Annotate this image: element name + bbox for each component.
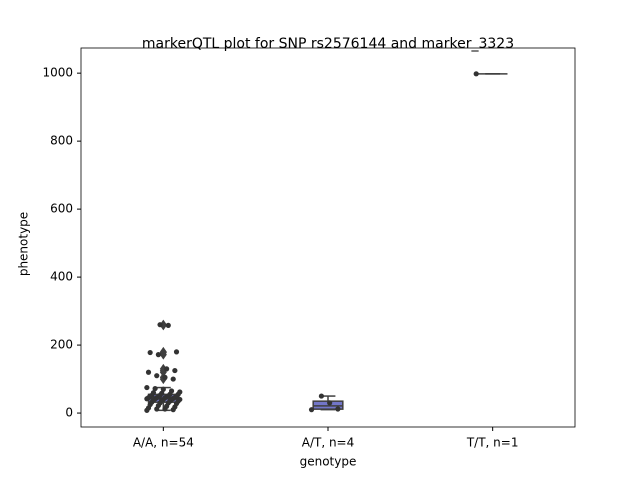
point: [147, 349, 153, 356]
y-tick-label: 0: [65, 406, 73, 420]
point: [164, 366, 170, 372]
flier: [159, 319, 167, 330]
point: [157, 322, 163, 328]
y-tick-label: 800: [50, 134, 73, 148]
point: [318, 393, 325, 399]
point: [170, 376, 176, 382]
point: [308, 407, 315, 413]
point: [155, 351, 161, 358]
point: [335, 406, 341, 412]
point: [150, 390, 157, 396]
point: [173, 349, 180, 355]
y-axis-label: phenotype: [17, 212, 31, 276]
point: [172, 367, 178, 374]
point: [327, 400, 333, 406]
plot-frame: [80, 47, 576, 428]
x-tick-label: A/A, n=54: [133, 436, 194, 450]
flier: [159, 346, 167, 357]
point: [160, 386, 166, 392]
y-tick-label: 200: [50, 338, 73, 352]
point: [154, 373, 160, 379]
point: [144, 384, 150, 391]
point: [159, 390, 165, 396]
y-tick-label: 1000: [42, 66, 73, 80]
point: [152, 385, 158, 392]
flier: [159, 363, 167, 374]
y-tick-label: 600: [50, 202, 73, 216]
point: [473, 71, 479, 77]
x-tick-label: T/T, n=1: [466, 436, 519, 450]
point: [165, 322, 171, 328]
point: [168, 388, 175, 394]
point: [177, 389, 183, 395]
y-tick-label: 400: [50, 270, 73, 284]
chart-title: markerQTL plot for SNP rs2576144 and mar…: [142, 36, 514, 52]
point: [162, 374, 168, 380]
x-axis-label: genotype: [300, 455, 357, 469]
point: [145, 369, 152, 375]
point: [177, 396, 183, 403]
x-tick-label: A/T, n=4: [302, 436, 355, 450]
